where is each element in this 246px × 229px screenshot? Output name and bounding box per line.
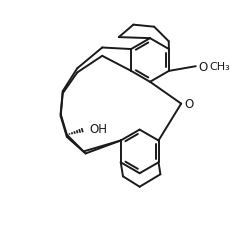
Text: O: O xyxy=(184,98,194,111)
Text: CH₃: CH₃ xyxy=(209,62,230,72)
Text: O: O xyxy=(199,60,208,73)
Text: OH: OH xyxy=(90,123,108,135)
